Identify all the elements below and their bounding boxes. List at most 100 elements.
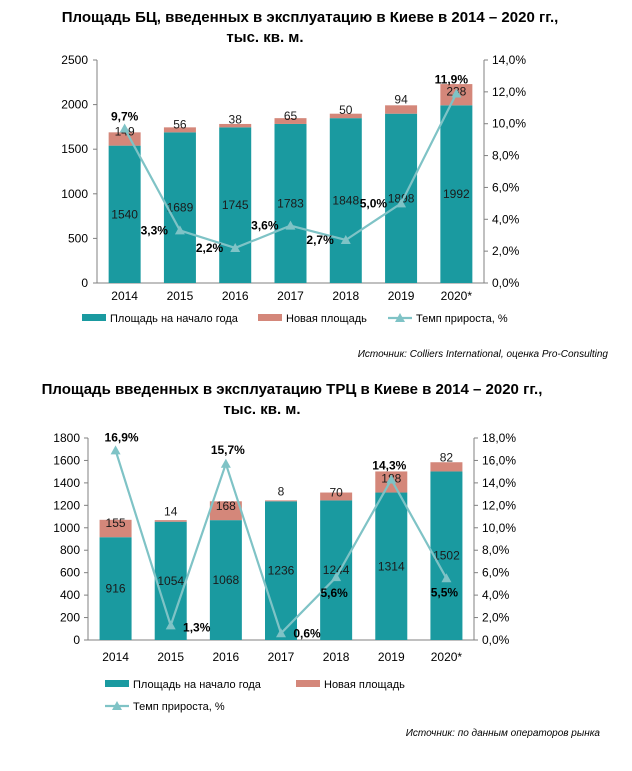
- chart2-rate-label: 14,3%: [372, 459, 406, 473]
- chart1-x-tick-label: 2015: [167, 289, 194, 303]
- chart2-legend-marker: [112, 701, 122, 710]
- chart2-rate-label: 0,6%: [293, 626, 321, 640]
- chart1-x-tick-label: 2019: [388, 289, 415, 303]
- chart2-y2-tick-label: 10,0%: [482, 521, 516, 535]
- chart1-rate-marker: [340, 234, 351, 244]
- chart1-y2-tick-label: 10,0%: [492, 117, 526, 131]
- chart2-y2-tick-label: 0,0%: [482, 633, 510, 647]
- chart1-y2-tick-label: 8,0%: [492, 149, 520, 163]
- chart2-bar-base-label: 1068: [213, 573, 240, 587]
- chart2-rate-marker: [441, 573, 452, 583]
- chart1-source: Источник: Colliers International, оценка…: [358, 349, 609, 360]
- chart1-y2-tick-label: 0,0%: [492, 276, 520, 290]
- chart2-x-tick-label: 2020*: [431, 650, 463, 664]
- chart1-bar-base-label: 1898: [388, 191, 415, 205]
- chart1-legend-label: Темп прироста, %: [416, 313, 508, 325]
- chart2-x-tick-label: 2018: [323, 650, 350, 664]
- chart2-legend-label: Площадь на начало года: [133, 679, 262, 691]
- chart2-bar-base: [154, 521, 187, 640]
- chart1-bar-base-label: 1689: [167, 201, 194, 215]
- chart2-bar-base: [320, 500, 353, 640]
- chart1-x-tick-label: 2018: [332, 289, 359, 303]
- chart1-rate-label: 2,2%: [196, 241, 224, 255]
- chart1-bar-new: [329, 113, 362, 119]
- chart2-x-tick-label: 2014: [102, 650, 129, 664]
- chart2-legend-label: Темп прироста, %: [133, 701, 225, 713]
- chart1-y2-tick-label: 6,0%: [492, 180, 520, 194]
- chart1-legend-label: Новая площадь: [286, 313, 367, 325]
- chart1-bar-new: [385, 105, 418, 114]
- chart2-y-tick-label: 1400: [53, 476, 80, 490]
- chart2-bar-base-label: 916: [106, 582, 126, 596]
- chart1-bar-base: [274, 123, 307, 284]
- chart2-bar-base: [430, 471, 463, 640]
- chart2-bar-new: [154, 520, 187, 522]
- chart1-y-tick-label: 1500: [61, 142, 88, 156]
- chart2-rate-label: 5,5%: [431, 585, 459, 599]
- chart1-bar-base: [163, 132, 196, 283]
- chart1-bar-base: [385, 113, 418, 284]
- chart2-plot: 0 200 400 600 800 1000 1200 1400 1600 1800 0,0% 2,0…: [53, 430, 516, 713]
- chart2-y2-tick-label: 8,0%: [482, 543, 510, 557]
- chart1-y2-tick-label: 14,0%: [492, 53, 526, 67]
- chart1-rate-marker: [285, 220, 296, 230]
- chart2-bar-new: [430, 462, 463, 472]
- chart1-bar-new-label: 50: [339, 103, 353, 117]
- chart1-bar-base: [219, 127, 252, 283]
- chart2-rate-marker: [386, 474, 397, 484]
- chart1-bar-base-label: 1540: [111, 207, 138, 221]
- chart1-y-tick-label: 0: [81, 276, 88, 290]
- chart2-rate-label: 16,9%: [105, 430, 139, 444]
- chart1-bar-new-label: 38: [229, 112, 243, 126]
- chart2-y-tick-label: 200: [60, 611, 80, 625]
- chart1-bar-base-label: 1745: [222, 198, 249, 212]
- chart1-y-tick-label: 2500: [61, 53, 88, 67]
- chart2-y-tick-label: 1200: [53, 498, 80, 512]
- chart2-bar-new-label: 82: [440, 450, 454, 464]
- chart2-y2-tick-label: 18,0%: [482, 431, 516, 445]
- chart2-bar-base-label: 1236: [268, 564, 295, 578]
- chart1-rate-label: 11,9%: [435, 72, 469, 86]
- chart2-bar-new-label: 14: [164, 505, 178, 519]
- chart2-subtitle: тыс. кв. м.: [223, 401, 300, 418]
- chart1-rate-label: 5,0%: [360, 196, 388, 210]
- chart1-y2-tick-label: 12,0%: [492, 85, 526, 99]
- chart2-bar-base-label: 1054: [157, 574, 184, 588]
- chart1-legend-swatch: [258, 314, 282, 321]
- chart1-bar-new: [219, 123, 252, 128]
- chart2-rate-label: 1,3%: [183, 620, 211, 634]
- chart2-bar-base: [99, 537, 132, 640]
- chart2-source: Источник: по данным операторов рынка: [406, 728, 601, 739]
- chart1-bar-new: [163, 127, 196, 133]
- chart1-y2-tick-label: 4,0%: [492, 212, 520, 226]
- chart2-x-tick-label: 2019: [378, 650, 405, 664]
- chart2-y2-tick-label: 12,0%: [482, 498, 516, 512]
- chart2-rate-marker: [220, 458, 231, 468]
- chart2-y-tick-label: 1000: [53, 521, 80, 535]
- chart1-y-tick-label: 2000: [61, 98, 88, 112]
- chart1-bar-new: [274, 118, 307, 124]
- chart1-rate-marker: [451, 88, 462, 98]
- chart2-title: Площадь введенных в эксплуатацию ТРЦ в К…: [42, 381, 543, 398]
- chart2-bar-new: [209, 501, 242, 521]
- chart2-bar-base: [265, 501, 297, 640]
- chart2-rate-marker: [331, 572, 342, 582]
- chart1-bar-new-label: 94: [394, 93, 408, 107]
- chart1-rate-label: 3,3%: [141, 223, 169, 237]
- chart2-y2-tick-label: 6,0%: [482, 566, 510, 580]
- chart2-bar-base: [375, 492, 408, 640]
- chart2-y2-tick-label: 2,0%: [482, 611, 510, 625]
- chart1-x-tick-label: 2017: [277, 289, 304, 303]
- chart1-subtitle: тыс. кв. м.: [226, 29, 303, 46]
- chart2-bar-new-label: 155: [106, 516, 126, 530]
- chart1-rate-label: 9,7%: [111, 109, 139, 123]
- chart1-rate-marker: [119, 123, 130, 133]
- chart2-bar-base-label: 1314: [378, 559, 405, 573]
- chart2-rate-marker: [165, 620, 176, 630]
- chart2-bar-new-label: 70: [329, 485, 343, 499]
- chart1-legend-marker: [395, 313, 405, 322]
- chart2-rate-label: 15,7%: [211, 443, 245, 457]
- chart2-x-tick-label: 2016: [213, 650, 240, 664]
- chart2-y2-tick-label: 4,0%: [482, 588, 510, 602]
